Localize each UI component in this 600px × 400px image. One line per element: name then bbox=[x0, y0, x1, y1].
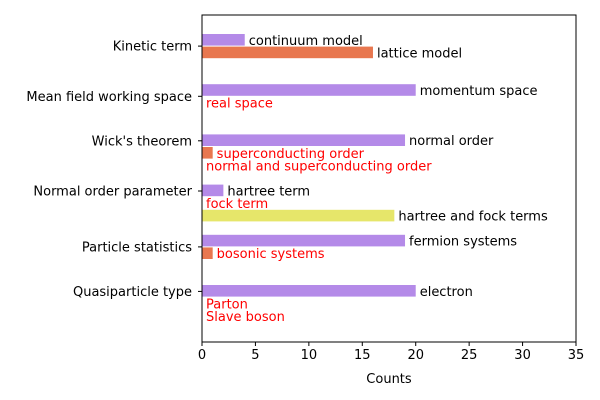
y-tick-label: Kinetic term bbox=[113, 40, 192, 55]
x-tick-label: 25 bbox=[461, 348, 478, 363]
y-axis: Kinetic term Mean field working space Wick… bbox=[26, 40, 202, 300]
x-tick-label: 5 bbox=[251, 348, 259, 363]
bar bbox=[202, 147, 213, 159]
bar bbox=[202, 285, 416, 297]
bar bbox=[202, 134, 406, 146]
x-tick-label: 20 bbox=[407, 348, 424, 363]
bar-label: normal order bbox=[409, 134, 494, 149]
y-tick-label: Particle statistics bbox=[82, 240, 192, 255]
bar bbox=[202, 46, 373, 59]
y-tick-label: Quasiparticle type bbox=[73, 285, 192, 300]
bar-label: normal and superconducting order bbox=[206, 159, 432, 174]
bar-label: Parton bbox=[206, 297, 248, 312]
x-tick-label: 35 bbox=[568, 348, 585, 363]
bar bbox=[202, 234, 406, 247]
bar-label: fock term bbox=[206, 197, 268, 212]
bar-label: fermion systems bbox=[409, 235, 517, 250]
x-tick-label: 0 bbox=[198, 348, 206, 363]
bar-label: real space bbox=[206, 97, 273, 112]
bar bbox=[202, 209, 395, 222]
bar-label: hartree and fock terms bbox=[398, 210, 548, 225]
bar-label: superconducting order bbox=[217, 147, 365, 162]
x-tick-label: 10 bbox=[301, 348, 318, 363]
x-axis-title: Counts bbox=[366, 372, 412, 387]
plot-frame bbox=[201, 14, 577, 343]
bar-label: electron bbox=[420, 285, 473, 300]
x-tick-label: 30 bbox=[514, 348, 531, 363]
bar-label: lattice model bbox=[377, 46, 462, 61]
bar-label: Slave boson bbox=[206, 310, 285, 325]
y-tick-label: Normal order parameter bbox=[33, 185, 192, 200]
bar-label: momentum space bbox=[420, 84, 538, 99]
x-axis: 0 5 10 15 20 25 30 35 bbox=[198, 342, 584, 363]
bar-label: continuum model bbox=[249, 34, 363, 49]
bar bbox=[202, 247, 213, 259]
plot-area: continuum model lattice model momentum spa… bbox=[202, 34, 548, 325]
bar bbox=[202, 184, 224, 197]
bar bbox=[202, 84, 416, 96]
y-tick-label: Mean field working space bbox=[26, 90, 192, 105]
x-tick-label: 15 bbox=[354, 348, 371, 363]
y-tick-label: Wick's theorem bbox=[92, 134, 192, 149]
bar-label: hartree term bbox=[227, 184, 310, 199]
bar-label: bosonic systems bbox=[217, 247, 325, 262]
bar bbox=[202, 34, 245, 46]
